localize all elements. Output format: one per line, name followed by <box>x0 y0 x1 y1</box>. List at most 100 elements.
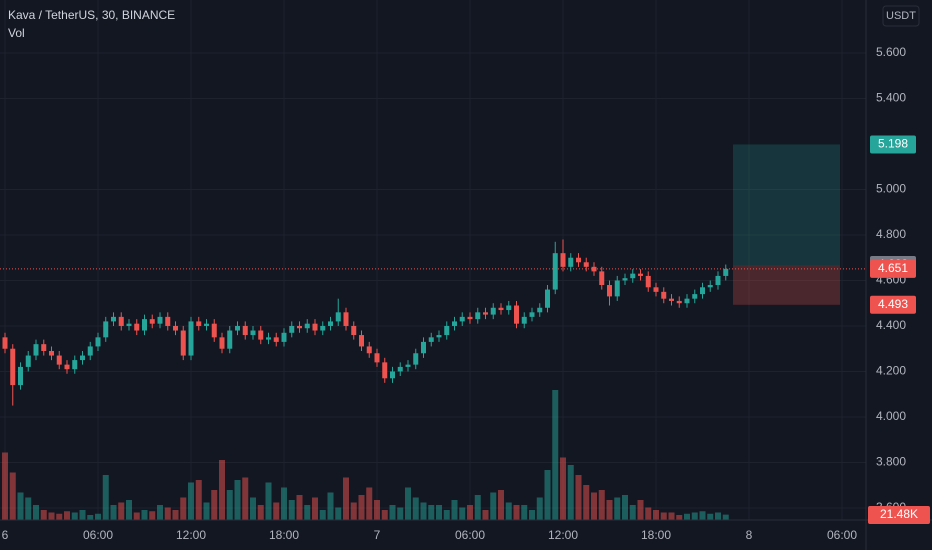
volume-bar <box>335 507 342 520</box>
candle-body <box>591 266 597 272</box>
volume-bar <box>180 497 187 520</box>
candle-body <box>87 346 93 356</box>
candle-body <box>436 335 442 338</box>
take-profit-zone <box>733 144 840 266</box>
volume-bar <box>126 500 132 520</box>
volume-bar <box>660 512 667 520</box>
price-tag <box>870 135 916 154</box>
candle-body <box>413 353 419 365</box>
volume-bar <box>521 505 528 520</box>
volume-bar <box>64 511 70 520</box>
candle-body <box>335 312 341 322</box>
candle-body <box>95 337 101 347</box>
candle-body <box>157 316 163 324</box>
candle-body <box>452 321 457 326</box>
volume-bar <box>2 452 8 520</box>
volume-bar <box>358 495 365 520</box>
candle-body <box>521 316 527 324</box>
candle-body <box>490 307 496 315</box>
candle-body <box>498 307 504 311</box>
volume-bar <box>110 505 117 520</box>
candle-body <box>297 325 302 329</box>
volume-bar <box>629 505 636 520</box>
volume-bar <box>17 492 24 520</box>
volume-bar <box>436 505 442 520</box>
price-tag-label: 4.651 <box>878 261 908 275</box>
volume-bar <box>102 475 109 520</box>
candle-body <box>25 355 31 367</box>
volume-bar <box>676 515 683 520</box>
currency-label[interactable]: USDT <box>886 10 916 22</box>
candle-body <box>180 330 186 356</box>
candle-body <box>72 360 78 370</box>
stop-loss-zone <box>733 265 840 305</box>
volume-bar <box>668 512 675 520</box>
volume-bar <box>412 497 419 520</box>
volume-bar <box>79 510 86 520</box>
candle-body <box>188 321 194 356</box>
volume-bar <box>211 490 218 520</box>
volume-bar <box>172 510 179 520</box>
candle-body <box>33 344 39 356</box>
candle-body <box>126 323 132 326</box>
volume-bar <box>350 502 357 520</box>
candle-body <box>669 298 674 301</box>
candle-body <box>467 316 473 320</box>
candle-body <box>405 364 411 367</box>
volume-bar <box>133 512 140 520</box>
candle-body <box>359 335 364 347</box>
volume-bar <box>505 502 512 520</box>
candle-body <box>258 330 264 340</box>
y-tick-label: 5.400 <box>876 91 906 105</box>
candle-body <box>219 337 225 349</box>
volume-bar <box>234 480 241 520</box>
candle-body <box>421 341 426 354</box>
candle-body <box>289 325 295 333</box>
volume-bar <box>552 390 559 520</box>
volume-bar <box>40 510 47 520</box>
volume-bar <box>389 505 396 520</box>
x-tick-label: 18:00 <box>269 528 299 542</box>
candle-body <box>80 355 85 361</box>
candle-body <box>149 319 155 324</box>
candle-body <box>537 307 543 313</box>
y-tick-label: 3.800 <box>876 455 906 469</box>
volume-bar <box>614 497 621 520</box>
candle-body <box>529 312 535 317</box>
candle-body <box>343 312 349 326</box>
volume-bar <box>164 507 171 520</box>
price-tag-label: 5.198 <box>878 137 908 151</box>
volume-bar <box>606 500 613 520</box>
candle-body <box>684 298 690 304</box>
candle-body <box>459 316 465 322</box>
volume-bar <box>118 502 125 520</box>
candle-body <box>49 350 54 356</box>
candle-body <box>645 275 651 288</box>
volume-bar <box>343 477 349 520</box>
volume-bar <box>474 495 481 520</box>
candle-body <box>514 305 519 324</box>
candle-body <box>351 325 357 336</box>
volume-bar <box>312 497 318 520</box>
volume-bar <box>397 507 404 520</box>
candle-body <box>235 325 240 331</box>
candle-body <box>576 257 581 263</box>
candle-body <box>273 337 279 342</box>
currency-button[interactable] <box>882 5 920 27</box>
volume-bar <box>637 500 644 520</box>
volume-tag-label: 21.48K <box>880 507 918 521</box>
candle-body <box>56 355 62 365</box>
candle-body <box>227 330 233 349</box>
price-tag <box>870 295 916 314</box>
grid <box>0 0 866 520</box>
candle-body <box>560 253 566 267</box>
candle-body <box>630 273 636 279</box>
volume-bar <box>428 505 435 520</box>
volume-bar <box>265 482 272 520</box>
volume-bar <box>195 480 202 520</box>
candle-body <box>444 325 450 336</box>
volume-tag <box>868 506 930 524</box>
candle-body <box>397 366 403 372</box>
volume-bar <box>467 505 473 520</box>
